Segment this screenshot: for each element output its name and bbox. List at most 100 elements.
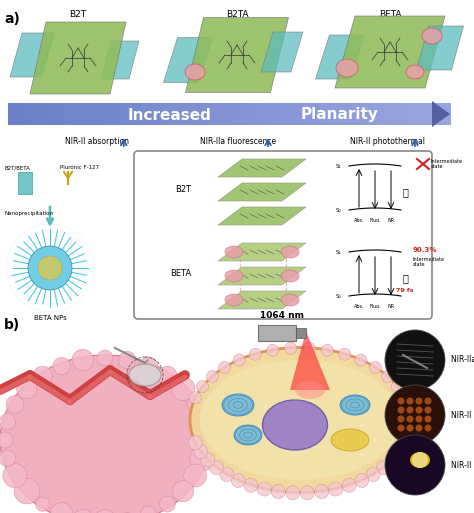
Ellipse shape [185,64,205,80]
Circle shape [196,431,214,449]
Bar [406,103,414,125]
Bar [295,103,304,125]
Bar [177,103,186,125]
Text: NIR-II absorption: NIR-II absorption [65,137,129,147]
Circle shape [249,348,261,360]
Bar [347,103,355,125]
Ellipse shape [331,429,369,451]
Polygon shape [218,207,306,225]
Circle shape [382,370,393,383]
Bar [96,103,105,125]
Bar [258,325,296,341]
Circle shape [93,510,117,513]
Circle shape [392,381,403,392]
Circle shape [321,344,333,356]
Bar [45,103,53,125]
Circle shape [286,486,300,500]
Bar [376,103,385,125]
Text: 🔥: 🔥 [402,273,408,283]
Circle shape [140,506,156,513]
Text: NIR-II photothermal: NIR-II photothermal [350,137,425,147]
Bar [273,103,282,125]
Text: B2T/BETA: B2T/BETA [5,165,31,170]
Ellipse shape [340,395,370,415]
Polygon shape [290,331,330,390]
Circle shape [190,392,201,404]
Text: NR: NR [387,218,394,223]
Circle shape [416,406,422,413]
Ellipse shape [225,270,243,282]
Circle shape [398,424,404,431]
Ellipse shape [225,246,243,258]
Text: Increased: Increased [128,108,212,123]
Circle shape [416,424,422,431]
Ellipse shape [225,294,243,306]
Ellipse shape [263,400,328,450]
Ellipse shape [0,355,210,513]
Bar [148,103,156,125]
Circle shape [14,478,40,504]
Bar [155,103,164,125]
Circle shape [36,497,50,511]
Ellipse shape [281,270,299,282]
Polygon shape [30,22,126,94]
Circle shape [366,467,380,482]
Bar [82,103,90,125]
Circle shape [407,406,413,413]
Circle shape [173,481,194,502]
Bar [67,103,75,125]
Circle shape [285,342,297,354]
Circle shape [407,398,413,404]
Text: BETA: BETA [170,269,191,279]
Circle shape [184,464,207,487]
Circle shape [158,366,177,386]
Bar [288,103,296,125]
Bar [133,103,142,125]
Bar [104,103,112,125]
Text: 1064 nm: 1064 nm [260,311,304,320]
Ellipse shape [222,394,254,416]
Circle shape [398,436,411,449]
Text: NIR-IIa fluorescence: NIR-IIa fluorescence [200,137,276,147]
Circle shape [392,445,406,459]
Bar [89,103,97,125]
Circle shape [28,246,72,290]
Circle shape [0,432,13,448]
Circle shape [3,464,27,487]
Bar [413,103,421,125]
Circle shape [206,370,219,383]
Circle shape [257,482,271,496]
Circle shape [233,354,245,366]
Polygon shape [218,267,306,285]
Circle shape [398,398,404,404]
Text: 79 fs: 79 fs [396,287,414,292]
Bar [30,103,38,125]
Ellipse shape [281,294,299,306]
Circle shape [187,396,203,412]
Polygon shape [164,37,212,83]
Bar [303,103,311,125]
Ellipse shape [234,425,262,445]
Ellipse shape [295,381,325,399]
Bar [383,103,392,125]
Bar [8,103,17,125]
Circle shape [267,344,279,356]
Bar [15,103,24,125]
Circle shape [188,436,202,449]
Text: NIR-IIa FLI: NIR-IIa FLI [451,356,474,365]
Text: B2T: B2T [175,186,191,194]
Text: B2T: B2T [69,10,87,19]
Circle shape [385,330,445,390]
Text: BETA: BETA [379,10,401,19]
Polygon shape [10,33,54,77]
Bar [163,103,171,125]
Circle shape [376,461,391,475]
Bar [185,103,193,125]
Ellipse shape [406,65,424,79]
Bar [207,103,215,125]
Text: B2TA: B2TA [226,10,248,19]
Circle shape [416,416,422,423]
Bar [251,103,259,125]
Bar [192,103,201,125]
FancyBboxPatch shape [134,151,432,319]
